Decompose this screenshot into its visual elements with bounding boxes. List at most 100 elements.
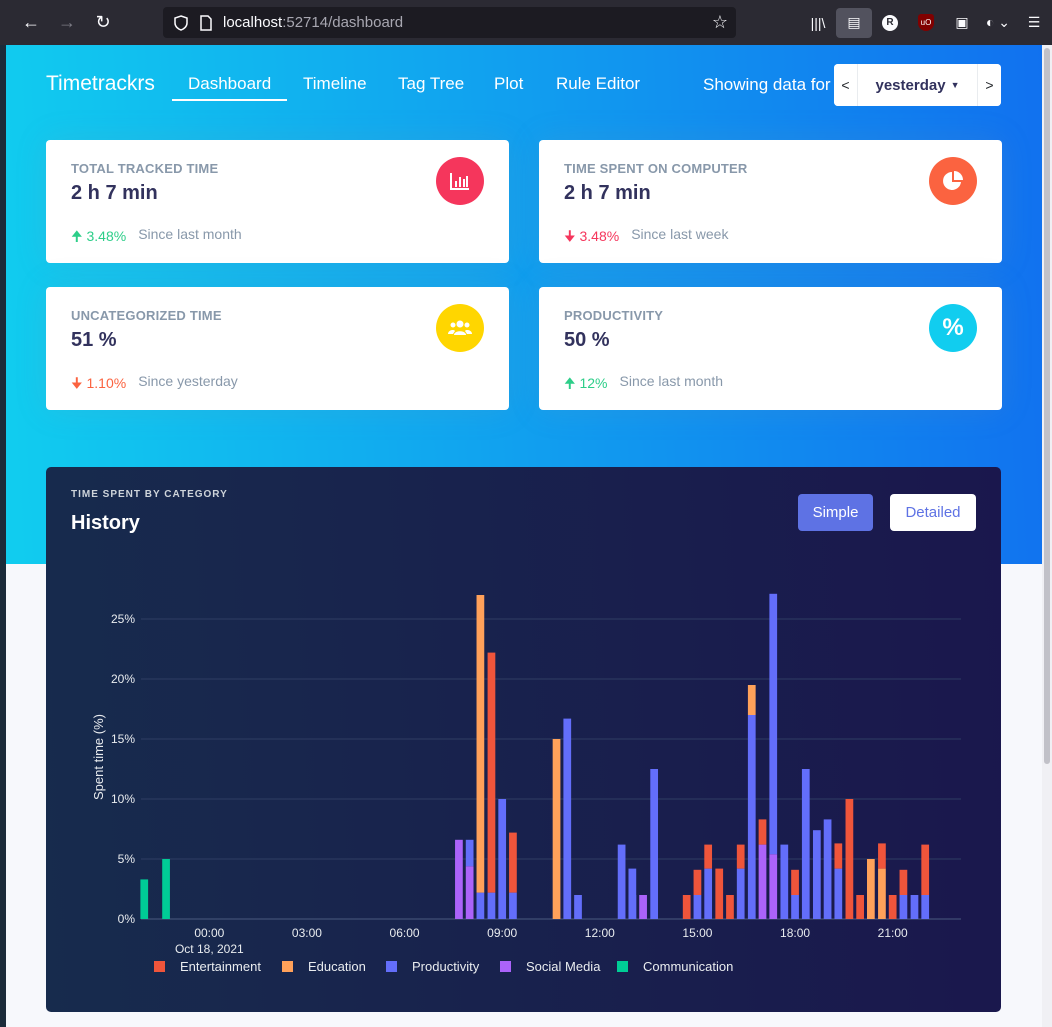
x-tick-label: 21:00: [878, 926, 908, 940]
delta-down: 🠋 3.48%: [564, 228, 620, 244]
x-tick-label: 09:00: [487, 926, 517, 940]
y-tick-label: 10%: [111, 792, 135, 806]
bar-segment-productivity: [704, 868, 713, 919]
shield-icon[interactable]: [173, 14, 189, 31]
bar-segment-entertainment: [736, 844, 745, 869]
bar-segment-productivity: [487, 892, 496, 919]
bar-segment-entertainment: [693, 869, 702, 895]
legend-label: Communication: [643, 959, 733, 974]
bar-segment-productivity: [921, 895, 930, 919]
bar-segment-education: [867, 859, 875, 919]
bar-segment-social-media: [758, 844, 767, 919]
scrollbar-thumb[interactable]: [1044, 48, 1050, 764]
bar-segment-social-media: [639, 895, 647, 919]
bar-segment-entertainment: [509, 832, 517, 893]
legend-label: Productivity: [412, 959, 480, 974]
y-tick-label: 20%: [111, 672, 135, 686]
x-tick-label: 12:00: [585, 926, 615, 940]
extension-menu-icon[interactable]: ◐ ⌄: [985, 14, 1011, 30]
bar-segment-productivity: [791, 895, 799, 919]
history-chart: 0% 5% 10% 15% 20% 25% Spent time (%) 00:00 03:00…: [91, 593, 961, 974]
bar-segment-productivity: [617, 844, 626, 919]
bar-segment-productivity: [650, 769, 659, 919]
nav-rule-editor[interactable]: Rule Editor: [556, 74, 641, 93]
brand-logo[interactable]: Timetrackrs: [46, 72, 155, 95]
bar-segment-entertainment: [921, 844, 930, 895]
delta-down: 🠋 1.10%: [71, 375, 127, 391]
bar-segment-entertainment: [899, 869, 908, 895]
caret-down-icon: ▼: [950, 80, 960, 90]
extension-r-icon[interactable]: R: [872, 8, 908, 38]
delta-up: 🠉 3.48%: [71, 228, 127, 244]
card-value: 2 h 7 min: [71, 182, 158, 204]
card-since: Since last week: [631, 226, 729, 242]
simple-button[interactable]: Simple: [798, 494, 873, 531]
url-path: :52714/dashboard: [282, 14, 404, 31]
card-value: 50 %: [564, 329, 610, 351]
showing-data-label: Showing data for: [703, 75, 831, 94]
card-value: 2 h 7 min: [564, 182, 651, 204]
window-edge: [0, 45, 6, 1027]
x-tick-label: 00:00: [194, 926, 224, 940]
bar-segment-social-media: [455, 839, 463, 919]
legend-swatch: [500, 961, 511, 972]
y-axis-label: Spent time (%): [91, 714, 106, 800]
bar-segment-communication: [140, 879, 149, 919]
legend-swatch: [282, 961, 293, 972]
browser-toolbar: ← → ↻ localhost:52714/dashboard ☆ |||\ ▤…: [0, 0, 1052, 45]
date-dropdown[interactable]: yesterday ▼: [858, 64, 977, 106]
forward-arrow-icon[interactable]: →: [58, 12, 76, 32]
bar-segment-education: [878, 868, 886, 919]
legend-label: Social Media: [526, 959, 601, 974]
url-host: localhost: [223, 14, 283, 31]
delta-value: 3.48%: [579, 228, 620, 244]
bar-segment-productivity: [812, 830, 821, 919]
delta-value: 1.10%: [86, 375, 127, 391]
x-tick-label: 06:00: [390, 926, 420, 940]
chart-bar-icon: [436, 157, 484, 205]
delta-up: 🠉 12%: [564, 375, 608, 391]
legend-label: Education: [308, 959, 366, 974]
card-label: TOTAL TRACKED TIME: [71, 161, 219, 176]
detailed-button[interactable]: Detailed: [890, 494, 976, 531]
card-label: PRODUCTIVITY: [564, 308, 664, 323]
card-since: Since last month: [619, 373, 724, 389]
ublock-icon[interactable]: uO: [908, 8, 944, 38]
y-tick-label: 5%: [118, 852, 136, 866]
nav-plot[interactable]: Plot: [494, 74, 524, 93]
bar-segment-entertainment: [878, 843, 886, 869]
bar-segment-productivity: [801, 769, 810, 919]
chart-title: History: [71, 512, 140, 534]
bar-segment-productivity: [899, 895, 908, 919]
bar-segment-entertainment: [845, 799, 854, 919]
url-text[interactable]: localhost:52714/dashboard: [223, 14, 403, 31]
bookmark-star-icon[interactable]: ☆: [711, 12, 728, 32]
back-arrow-icon[interactable]: ←: [22, 12, 40, 32]
reload-icon[interactable]: ↻: [95, 12, 111, 32]
hamburger-menu-icon[interactable]: ☰: [1027, 14, 1041, 30]
bar-segment-education: [552, 739, 561, 919]
bar-segment-entertainment: [726, 895, 734, 919]
stat-card-computer-time: TIME SPENT ON COMPUTER 2 h 7 min 🠋 3.48%…: [539, 140, 1002, 263]
bar-segment-productivity: [628, 868, 637, 919]
page-icon: [200, 14, 212, 31]
previous-day-button[interactable]: <: [834, 64, 858, 106]
bar-segment-productivity: [693, 895, 702, 919]
address-bar[interactable]: localhost:52714/dashboard ☆: [163, 7, 736, 38]
legend-swatch: [617, 961, 628, 972]
bar-segment-productivity: [769, 593, 778, 855]
legend-swatch: [154, 961, 165, 972]
bar-segment-productivity: [476, 892, 485, 919]
nav-tag-tree[interactable]: Tag Tree: [398, 74, 465, 93]
bar-segment-entertainment: [856, 895, 864, 919]
y-tick-label: 25%: [111, 612, 135, 626]
library-icon[interactable]: |||\: [810, 14, 826, 31]
chart-pie-icon: [929, 157, 977, 205]
container-icon[interactable]: ▣: [955, 14, 969, 30]
nav-dashboard[interactable]: Dashboard: [172, 74, 288, 101]
nav-timeline[interactable]: Timeline: [303, 74, 367, 93]
bar-segment-entertainment: [791, 869, 799, 895]
stat-card-productivity: PRODUCTIVITY 50 % % 🠉 12% Since last mon…: [539, 287, 1002, 410]
reader-view-icon[interactable]: ▤: [836, 7, 872, 38]
next-day-button[interactable]: >: [977, 64, 1001, 106]
